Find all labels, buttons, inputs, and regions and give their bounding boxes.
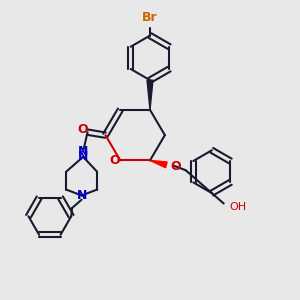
Text: N: N — [78, 145, 88, 158]
Text: O: O — [171, 160, 182, 172]
Polygon shape — [147, 80, 153, 110]
Text: Br: Br — [142, 11, 158, 24]
Polygon shape — [150, 160, 167, 168]
Text: N: N — [76, 189, 87, 202]
Text: O: O — [110, 154, 120, 167]
Text: OH: OH — [229, 202, 246, 212]
Text: O: O — [77, 123, 88, 136]
Text: N: N — [78, 150, 88, 163]
